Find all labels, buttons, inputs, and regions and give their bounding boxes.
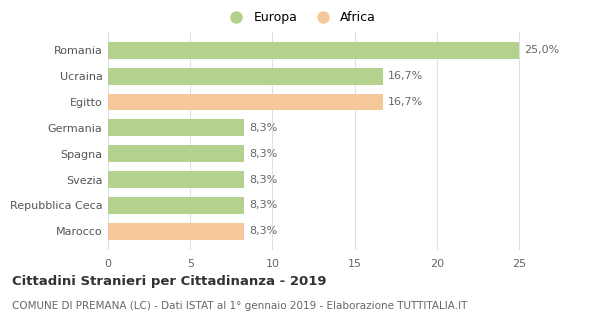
Text: 8,3%: 8,3% bbox=[250, 226, 278, 236]
Bar bbox=[108, 145, 244, 162]
Bar bbox=[108, 223, 244, 240]
Text: Cittadini Stranieri per Cittadinanza - 2019: Cittadini Stranieri per Cittadinanza - 2… bbox=[12, 275, 326, 288]
Text: 25,0%: 25,0% bbox=[524, 45, 559, 55]
Text: 16,7%: 16,7% bbox=[388, 71, 423, 81]
Bar bbox=[108, 42, 519, 59]
Bar bbox=[108, 68, 383, 84]
Bar bbox=[108, 94, 383, 110]
Text: 8,3%: 8,3% bbox=[250, 175, 278, 185]
Text: 8,3%: 8,3% bbox=[250, 200, 278, 211]
Bar bbox=[108, 171, 244, 188]
Legend: Europa, Africa: Europa, Africa bbox=[219, 6, 381, 29]
Text: 8,3%: 8,3% bbox=[250, 149, 278, 159]
Text: COMUNE DI PREMANA (LC) - Dati ISTAT al 1° gennaio 2019 - Elaborazione TUTTITALIA: COMUNE DI PREMANA (LC) - Dati ISTAT al 1… bbox=[12, 301, 467, 311]
Text: 8,3%: 8,3% bbox=[250, 123, 278, 133]
Bar bbox=[108, 197, 244, 214]
Bar bbox=[108, 119, 244, 136]
Text: 16,7%: 16,7% bbox=[388, 97, 423, 107]
